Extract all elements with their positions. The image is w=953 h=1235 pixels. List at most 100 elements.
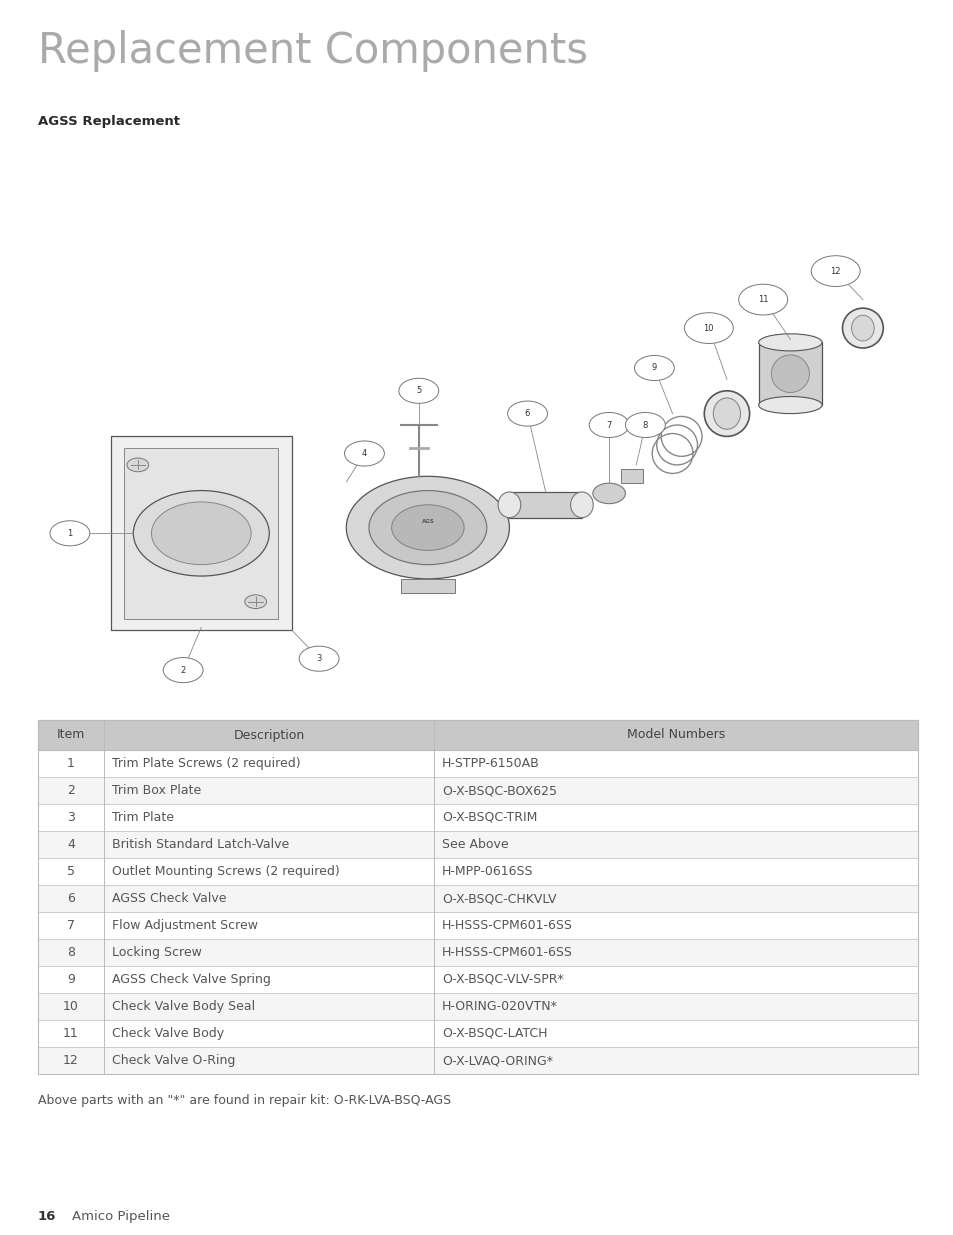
- Ellipse shape: [758, 333, 821, 351]
- Circle shape: [346, 477, 509, 579]
- Circle shape: [299, 646, 338, 672]
- Bar: [620, 469, 642, 483]
- Text: 7: 7: [67, 919, 75, 932]
- Text: Trim Plate Screws (2 required): Trim Plate Screws (2 required): [112, 757, 300, 769]
- Text: H-MPP-0616SS: H-MPP-0616SS: [441, 864, 533, 878]
- Text: 6: 6: [67, 892, 75, 905]
- Circle shape: [369, 490, 486, 564]
- Text: 9: 9: [651, 363, 657, 373]
- Circle shape: [634, 356, 674, 380]
- Bar: [38, 966, 917, 993]
- Circle shape: [683, 312, 733, 343]
- Circle shape: [163, 657, 203, 683]
- Circle shape: [592, 483, 625, 504]
- Ellipse shape: [851, 315, 873, 341]
- Text: Amico Pipeline: Amico Pipeline: [71, 1210, 170, 1223]
- Bar: [758, 342, 821, 405]
- Text: See Above: See Above: [441, 839, 508, 851]
- Text: 3: 3: [316, 655, 321, 663]
- Text: 3: 3: [67, 811, 75, 824]
- Ellipse shape: [570, 492, 593, 517]
- Polygon shape: [111, 436, 292, 630]
- Text: 10: 10: [702, 324, 714, 332]
- Bar: [38, 720, 917, 750]
- Circle shape: [344, 441, 384, 466]
- Ellipse shape: [713, 398, 740, 430]
- Text: British Standard Latch-Valve: British Standard Latch-Valve: [112, 839, 289, 851]
- Text: O-X-BSQC-CHKVLV: O-X-BSQC-CHKVLV: [441, 892, 556, 905]
- Text: Trim Box Plate: Trim Box Plate: [112, 784, 201, 797]
- Text: 11: 11: [63, 1028, 79, 1040]
- Text: Check Valve Body Seal: Check Valve Body Seal: [112, 1000, 254, 1013]
- Bar: [38, 939, 917, 966]
- Text: Locking Screw: Locking Screw: [112, 946, 202, 960]
- Text: 4: 4: [67, 839, 75, 851]
- Bar: [38, 831, 917, 858]
- Text: 4: 4: [361, 450, 367, 458]
- Bar: [38, 858, 917, 885]
- Ellipse shape: [703, 390, 749, 436]
- Bar: [38, 777, 917, 804]
- Text: Description: Description: [233, 729, 304, 741]
- Circle shape: [589, 412, 628, 437]
- Circle shape: [810, 256, 860, 287]
- Text: 8: 8: [642, 420, 647, 430]
- Circle shape: [625, 412, 664, 437]
- Text: 8: 8: [67, 946, 75, 960]
- Bar: [509, 492, 581, 517]
- Circle shape: [738, 284, 787, 315]
- Text: Item: Item: [57, 729, 85, 741]
- Text: O-X-LVAQ-ORING*: O-X-LVAQ-ORING*: [441, 1053, 553, 1067]
- FancyBboxPatch shape: [400, 579, 455, 593]
- Text: O-X-BSQC-VLV-SPR*: O-X-BSQC-VLV-SPR*: [441, 973, 563, 986]
- Text: AGS: AGS: [421, 520, 434, 525]
- Text: 16: 16: [38, 1210, 56, 1223]
- Text: O-X-BSQC-BOX625: O-X-BSQC-BOX625: [441, 784, 557, 797]
- Circle shape: [398, 378, 438, 404]
- Text: 1: 1: [67, 529, 72, 537]
- Bar: [38, 993, 917, 1020]
- Text: 11: 11: [757, 295, 768, 304]
- Text: 7: 7: [606, 420, 611, 430]
- Circle shape: [50, 521, 90, 546]
- Text: H-STPP-6150AB: H-STPP-6150AB: [441, 757, 539, 769]
- Text: 5: 5: [416, 387, 421, 395]
- Text: Trim Plate: Trim Plate: [112, 811, 173, 824]
- Text: 1: 1: [67, 757, 75, 769]
- Text: Above parts with an "*" are found in repair kit: O-RK-LVA-BSQ-AGS: Above parts with an "*" are found in rep…: [38, 1094, 451, 1107]
- Text: AGSS Check Valve: AGSS Check Valve: [112, 892, 226, 905]
- Bar: [38, 804, 917, 831]
- Circle shape: [507, 401, 547, 426]
- Text: 2: 2: [67, 784, 75, 797]
- Ellipse shape: [497, 492, 520, 517]
- Text: Flow Adjustment Screw: Flow Adjustment Screw: [112, 919, 257, 932]
- Text: AGSS Check Valve Spring: AGSS Check Valve Spring: [112, 973, 271, 986]
- Text: 12: 12: [829, 267, 841, 275]
- Bar: [38, 1047, 917, 1074]
- Text: Check Valve Body: Check Valve Body: [112, 1028, 224, 1040]
- Bar: [38, 885, 917, 911]
- Text: H-HSSS-CPM601-6SS: H-HSSS-CPM601-6SS: [441, 919, 572, 932]
- Text: AGSS Replacement: AGSS Replacement: [38, 115, 180, 128]
- Text: O-X-BSQC-LATCH: O-X-BSQC-LATCH: [441, 1028, 547, 1040]
- Text: H-HSSS-CPM601-6SS: H-HSSS-CPM601-6SS: [441, 946, 572, 960]
- Text: Model Numbers: Model Numbers: [626, 729, 724, 741]
- Text: 2: 2: [180, 666, 186, 674]
- Ellipse shape: [771, 354, 808, 393]
- Bar: [38, 1020, 917, 1047]
- Text: 10: 10: [63, 1000, 79, 1013]
- Ellipse shape: [758, 396, 821, 414]
- Circle shape: [152, 501, 251, 564]
- Circle shape: [133, 490, 269, 576]
- Text: 12: 12: [63, 1053, 79, 1067]
- Circle shape: [245, 595, 266, 609]
- Circle shape: [392, 505, 464, 551]
- Ellipse shape: [841, 309, 882, 348]
- Circle shape: [127, 458, 149, 472]
- Text: 6: 6: [524, 409, 530, 419]
- Text: 5: 5: [67, 864, 75, 878]
- Text: O-X-BSQC-TRIM: O-X-BSQC-TRIM: [441, 811, 537, 824]
- Text: H-ORING-020VTN*: H-ORING-020VTN*: [441, 1000, 558, 1013]
- Bar: [38, 720, 917, 1074]
- Bar: [38, 750, 917, 777]
